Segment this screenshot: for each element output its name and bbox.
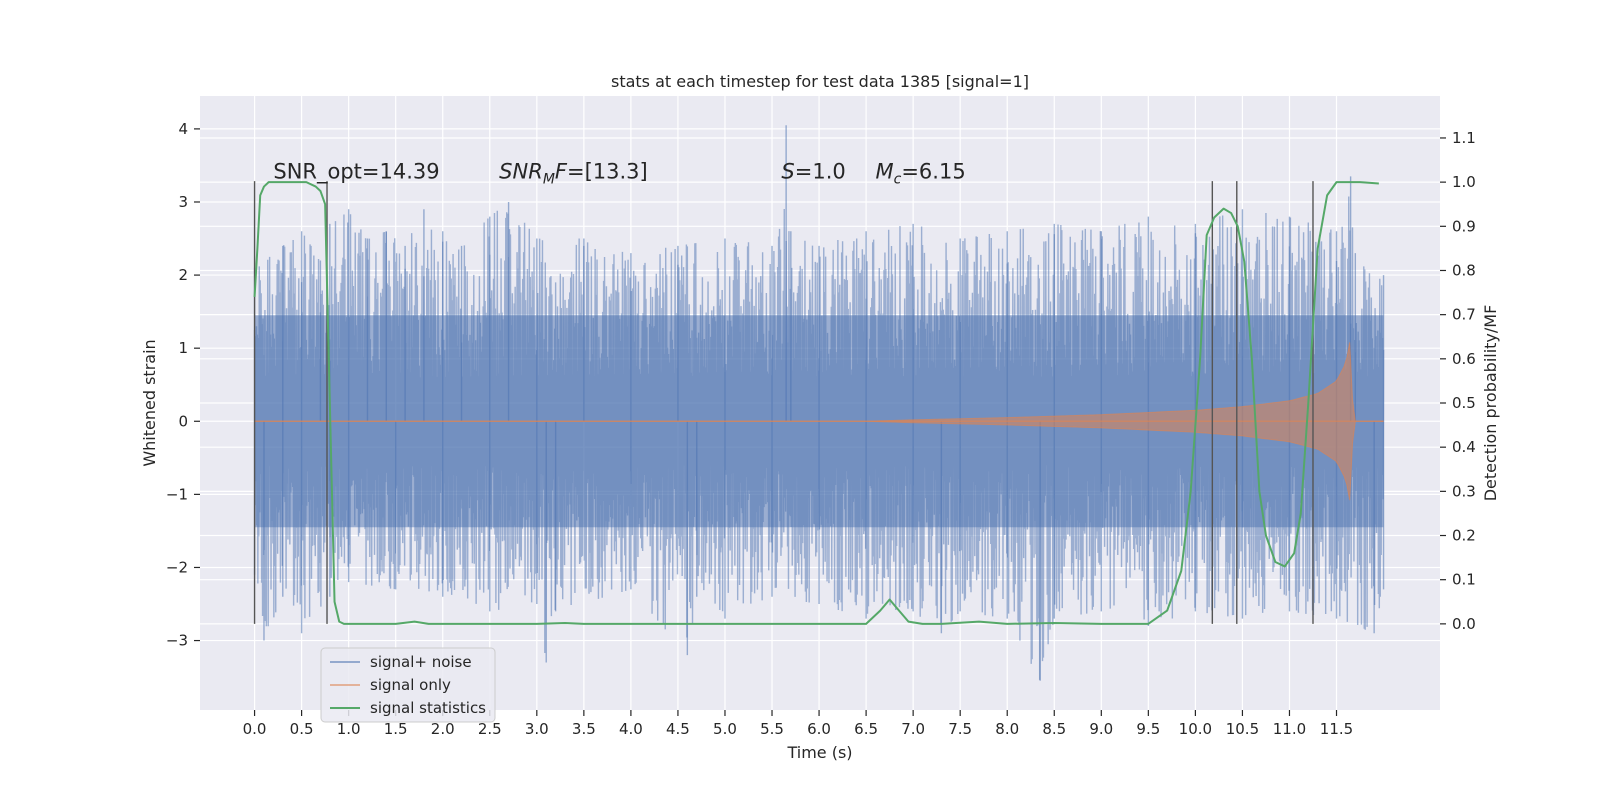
annotation-0: SNR_opt=14.39	[273, 160, 439, 185]
y-right-tick-label: 0.9	[1452, 217, 1476, 235]
x-tick-label: 8.5	[1042, 720, 1066, 738]
y-right-tick-label: 0.4	[1452, 438, 1476, 456]
x-tick-label: 4.5	[666, 720, 690, 738]
x-tick-label: 10.5	[1226, 720, 1259, 738]
legend: signal+ noise signal only signal statist…	[320, 647, 496, 723]
legend-label-signal-plus-noise: signal+ noise	[370, 653, 472, 671]
x-axis-label: Time (s)	[786, 743, 852, 762]
y-right-axis-label: Detection probability/MF	[1481, 305, 1500, 502]
y-tick-label: 4	[178, 120, 188, 138]
y-right-tick-label: 0.3	[1452, 482, 1476, 500]
y-tick-label: −1	[166, 485, 188, 503]
annotation-1: SNRMF=[13.3]	[499, 160, 648, 188]
x-tick-label: 6.5	[854, 720, 878, 738]
x-tick-label: 9.0	[1089, 720, 1113, 738]
y-tick-label: 0	[178, 412, 188, 430]
statistics-line	[253, 181, 1379, 625]
x-tick-label: 2.0	[431, 720, 455, 738]
x-tick-label: 2.5	[478, 720, 502, 738]
x-tick-label: 11.5	[1320, 720, 1353, 738]
x-tick-label: 1.0	[337, 720, 361, 738]
x-tick-label: 7.0	[901, 720, 925, 738]
y-right-tick-label: 1.0	[1452, 173, 1476, 191]
y-right-tick-label: 0.2	[1452, 527, 1476, 545]
y-tick-label: −3	[166, 632, 188, 650]
x-tick-label: 11.0	[1273, 720, 1306, 738]
x-tick-label: 8.0	[995, 720, 1019, 738]
series-signal-statistics	[253, 181, 1379, 625]
x-tick-label: 5.5	[760, 720, 784, 738]
y-right-tick-label: 1.1	[1452, 129, 1476, 147]
x-tick-label: 3.5	[572, 720, 596, 738]
annotation-3: Mc=6.15	[876, 160, 966, 188]
x-tick-label: 0.5	[290, 720, 314, 738]
annotation-2: S=1.0	[781, 160, 845, 184]
x-tick-label: 10.0	[1179, 720, 1212, 738]
y-tick-label: 2	[178, 266, 188, 284]
y-right-tick-label: 0.6	[1452, 350, 1476, 368]
x-tick-label: 3.0	[525, 720, 549, 738]
x-tick-label: 7.5	[948, 720, 972, 738]
y-right-tick-label: 0.8	[1452, 261, 1476, 279]
y-tick-label: 3	[178, 193, 188, 211]
x-tick-label: 0.0	[243, 720, 267, 738]
axis-ticks: 0.0 0.5 1.0 1.5 2.0 2.5 3.0 3.5 4.0 4.5 5.0 5.5 6.0 6…	[166, 120, 1476, 738]
y-axis-label: Whitened strain	[140, 339, 159, 466]
x-tick-label: 4.0	[619, 720, 643, 738]
x-tick-label: 9.5	[1136, 720, 1160, 738]
x-tick-label: 6.0	[807, 720, 831, 738]
y-right-tick-label: 0.7	[1452, 306, 1476, 324]
legend-label-signal-statistics: signal statistics	[370, 699, 486, 717]
legend-label-signal-only: signal only	[370, 676, 451, 694]
y-right-tick-label: 0.5	[1452, 394, 1476, 412]
y-tick-label: −2	[166, 558, 188, 576]
y-right-tick-label: 0.1	[1452, 571, 1476, 589]
legend-box	[320, 647, 496, 723]
y-tick-label: 1	[178, 339, 188, 357]
annotations: SNR_opt=14.39 SNRMF=[13.3] S=1.0 Mc=6.15	[273, 160, 965, 188]
chart-title: stats at each timestep for test data 138…	[611, 72, 1029, 91]
y-right-tick-label: 0.0	[1452, 615, 1476, 633]
vertical-markers	[253, 181, 1314, 624]
x-tick-label: 5.0	[713, 720, 737, 738]
x-tick-label: 1.5	[384, 720, 408, 738]
